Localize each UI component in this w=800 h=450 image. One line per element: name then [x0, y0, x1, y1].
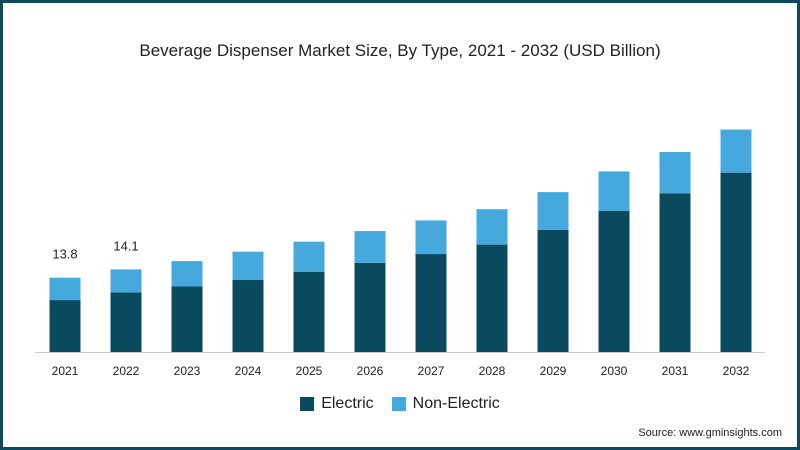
bar-electric-2030 — [598, 210, 630, 352]
bar-electric-2025 — [293, 271, 325, 352]
bar-electric-2029 — [537, 229, 569, 352]
x-tick-label-2021: 2021 — [52, 364, 79, 378]
bar-non-electric-2030 — [598, 171, 630, 211]
bar-non-electric-2022 — [110, 269, 142, 293]
legend-swatch-non-electric — [391, 397, 406, 411]
legend-swatch-electric — [300, 397, 315, 411]
x-tick-label-2022: 2022 — [113, 364, 140, 378]
data-label-2022: 14.1 — [113, 238, 138, 253]
bar-non-electric-2029 — [537, 192, 569, 230]
x-tick-label-2027: 2027 — [418, 364, 445, 378]
bar-non-electric-2021 — [49, 277, 81, 301]
bar-electric-2032 — [720, 172, 752, 352]
source-note: Source: www.gminsights.com — [638, 427, 782, 439]
x-tick-label-2030: 2030 — [601, 364, 628, 378]
bar-non-electric-2024 — [232, 251, 264, 281]
bar-non-electric-2032 — [720, 129, 752, 173]
legend-label-electric: Electric — [321, 395, 374, 412]
bar-electric-2028 — [476, 244, 508, 352]
bar-electric-2024 — [232, 280, 264, 352]
bar-non-electric-2025 — [293, 241, 325, 272]
legend-item-electric: Electric — [300, 395, 374, 413]
data-label-2021: 13.8 — [52, 247, 77, 262]
bar-non-electric-2026 — [354, 231, 386, 263]
x-tick-label-2026: 2026 — [357, 364, 384, 378]
bar-non-electric-2028 — [476, 209, 508, 245]
bar-non-electric-2031 — [659, 151, 691, 194]
bar-electric-2023 — [171, 286, 203, 352]
bar-electric-2021 — [49, 300, 81, 352]
legend: Electric Non-Electric — [0, 395, 800, 413]
x-tick-label-2029: 2029 — [540, 364, 567, 378]
x-tick-label-2023: 2023 — [174, 364, 201, 378]
bar-electric-2026 — [354, 262, 386, 352]
x-tick-label-2032: 2032 — [723, 364, 750, 378]
legend-label-non-electric: Non-Electric — [412, 395, 500, 412]
x-tick-label-2025: 2025 — [296, 364, 323, 378]
bar-electric-2031 — [659, 193, 691, 352]
bar-electric-2027 — [415, 254, 447, 352]
x-tick-label-2031: 2031 — [662, 364, 689, 378]
chart-title: Beverage Dispenser Market Size, By Type,… — [139, 41, 661, 60]
legend-item-non-electric: Non-Electric — [391, 395, 500, 413]
bar-non-electric-2027 — [415, 220, 447, 255]
bar-non-electric-2023 — [171, 261, 203, 287]
x-tick-label-2024: 2024 — [235, 364, 262, 378]
bar-electric-2022 — [110, 292, 142, 352]
x-tick-label-2028: 2028 — [479, 364, 506, 378]
